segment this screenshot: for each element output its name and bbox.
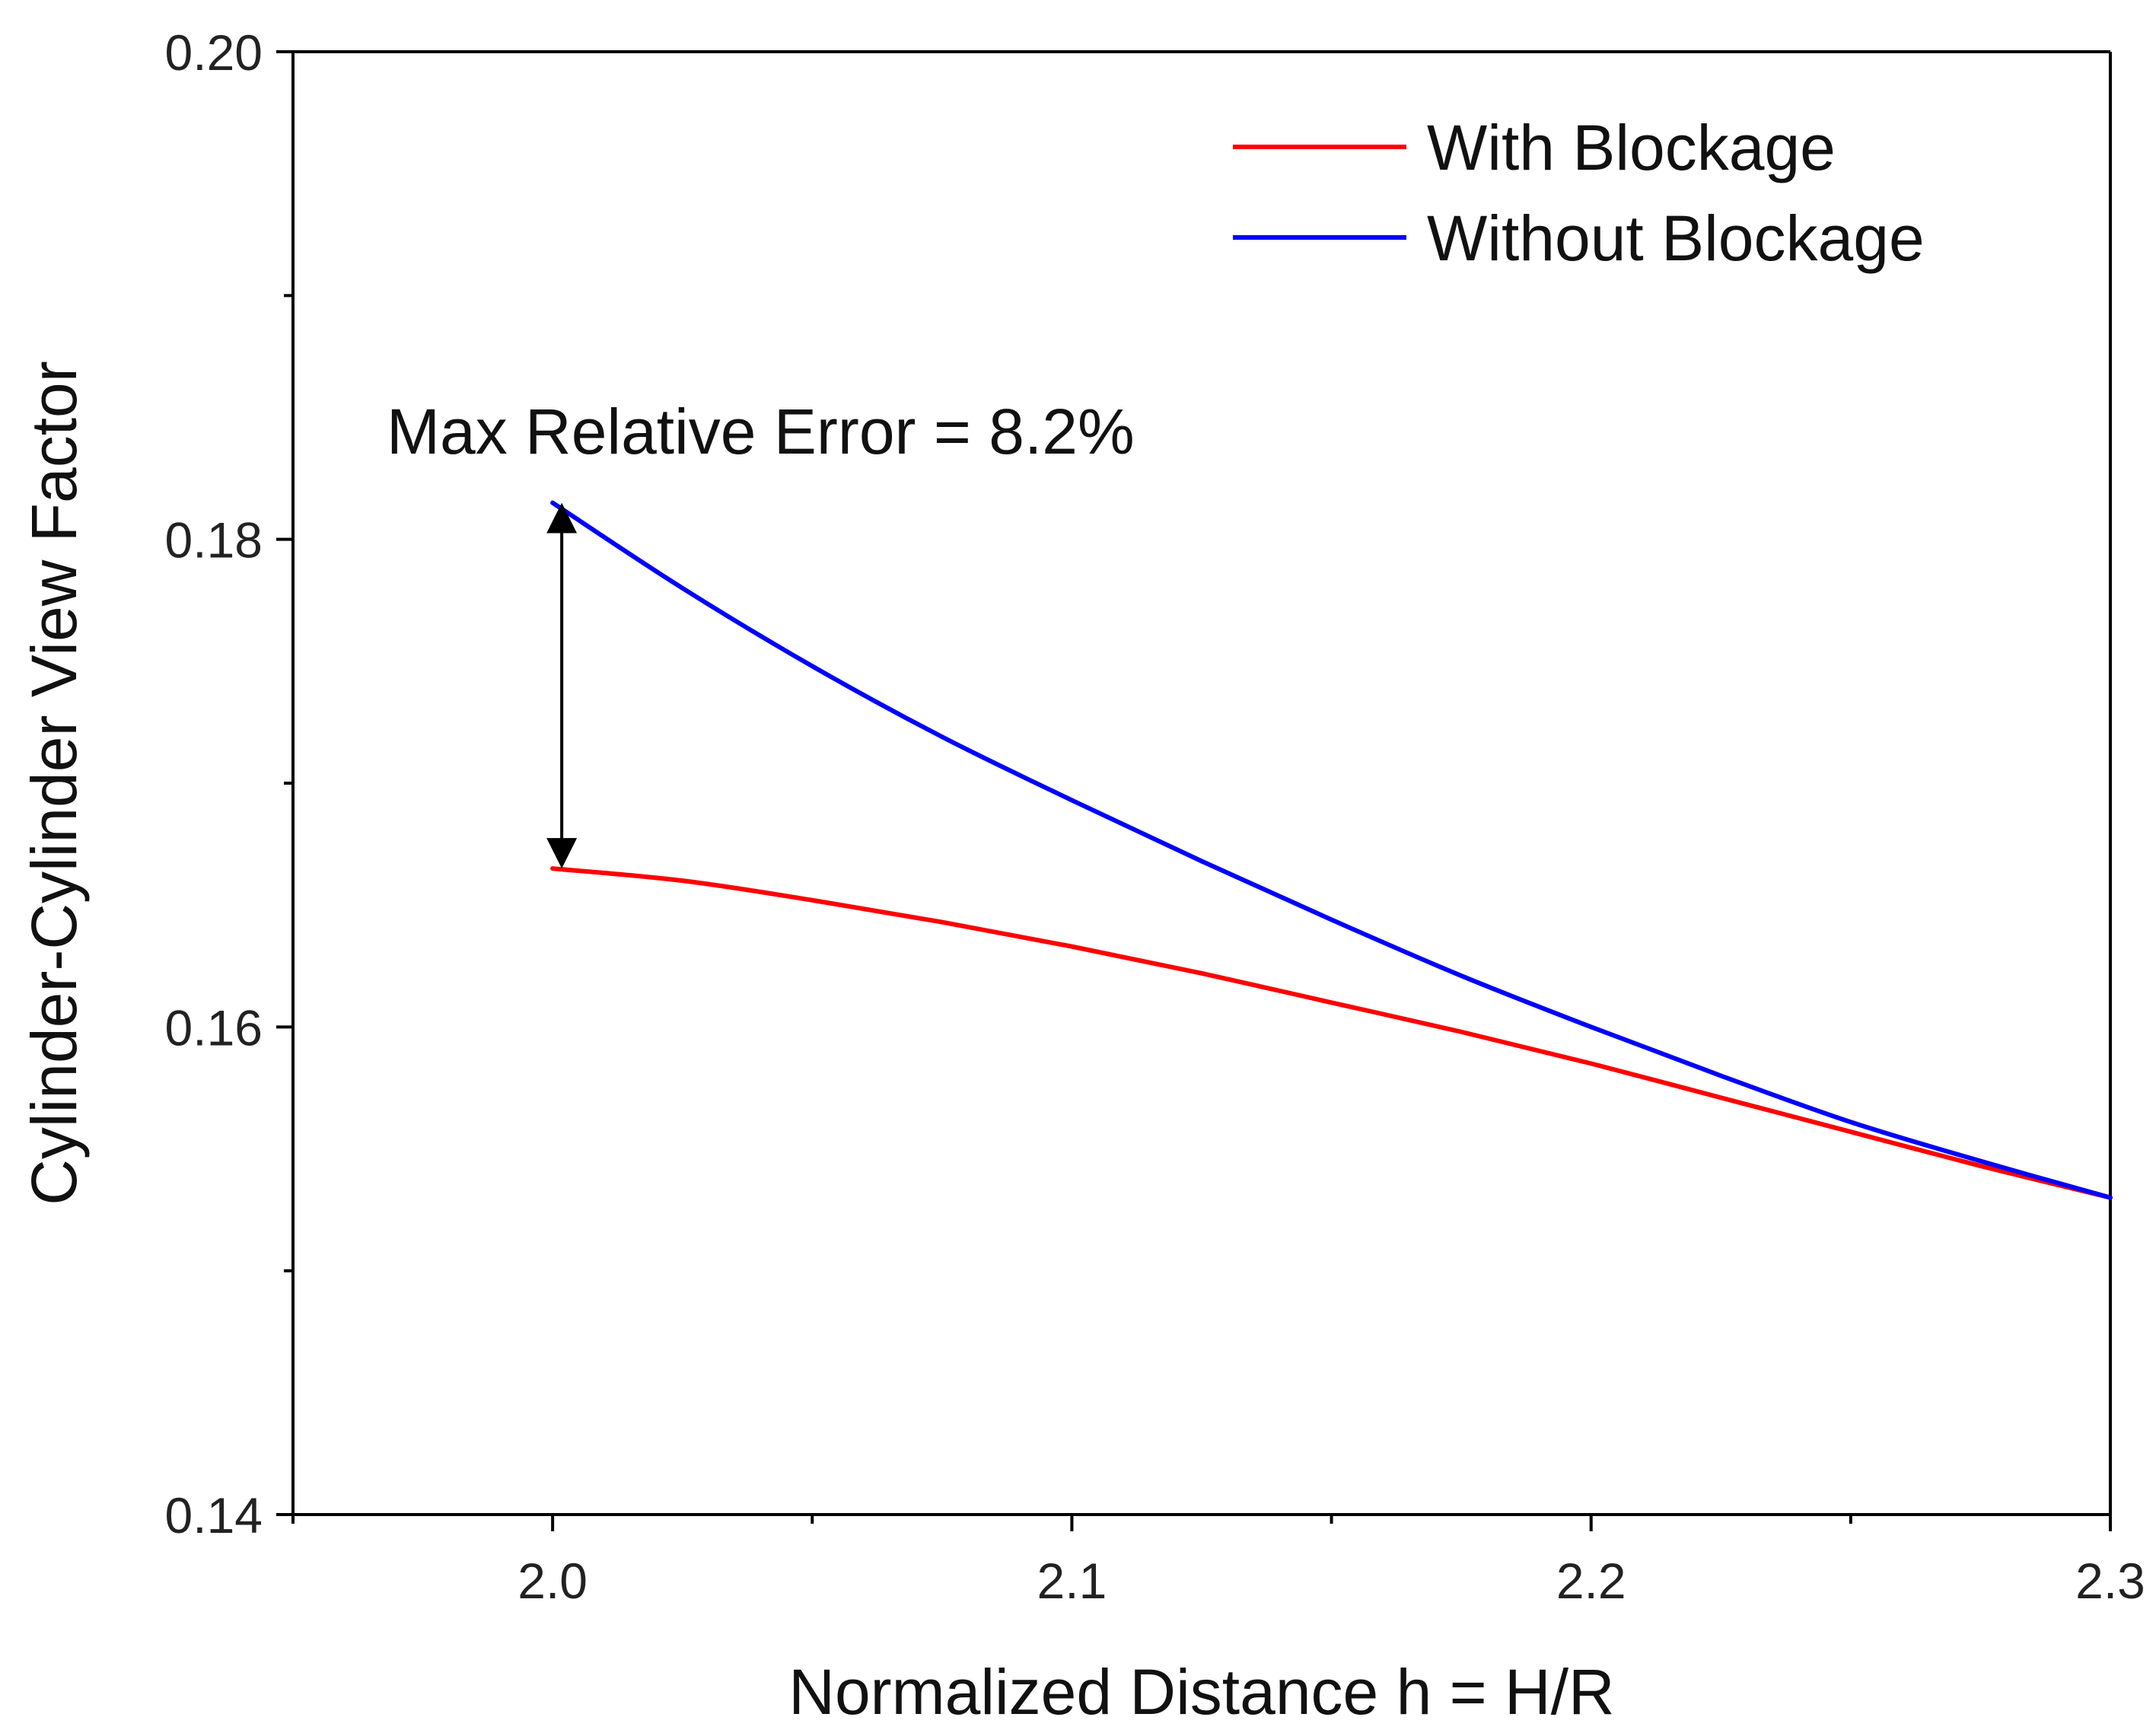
y-axis-label: Cylinder-Cylinder View Factor bbox=[18, 361, 90, 1205]
series-line-with-blockage bbox=[550, 866, 2113, 1200]
series-layer bbox=[550, 500, 2113, 1200]
y-tick-label: 0.20 bbox=[165, 24, 263, 81]
axis-ticks: 2.0 2.1 2.2 2.3 0.14 0.16 0.18 0.20 bbox=[165, 24, 2145, 1609]
y-tick-label: 0.14 bbox=[165, 1487, 263, 1543]
y-tick-label: 0.16 bbox=[165, 999, 263, 1056]
legend: With Blockage Without Blockage bbox=[1233, 112, 1925, 274]
x-axis-label: Normalized Distance h = H/R bbox=[788, 1656, 1614, 1728]
x-tick-label: 2.0 bbox=[518, 1553, 588, 1609]
annotation-layer: Max Relative Error = 8.2% bbox=[387, 396, 1135, 869]
x-tick-label: 2.1 bbox=[1037, 1553, 1107, 1609]
annotation-text: Max Relative Error = 8.2% bbox=[387, 396, 1135, 467]
legend-label-with-blockage: With Blockage bbox=[1427, 112, 1836, 183]
legend-label-without-blockage: Without Blockage bbox=[1427, 202, 1925, 274]
x-tick-label: 2.3 bbox=[2075, 1553, 2145, 1609]
x-tick-label: 2.2 bbox=[1556, 1553, 1626, 1609]
y-tick-label: 0.18 bbox=[165, 512, 263, 569]
series-line-without-blockage bbox=[550, 500, 2113, 1200]
